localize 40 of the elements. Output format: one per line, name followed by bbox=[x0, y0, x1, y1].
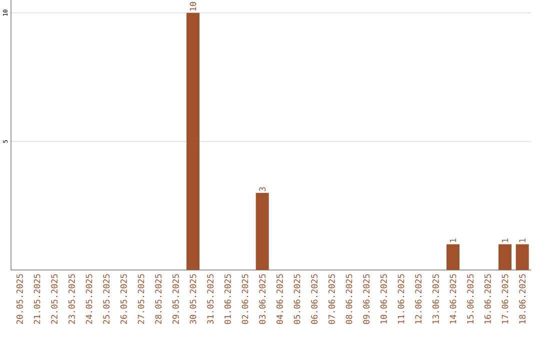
x-tick-label: 23.05.2025 bbox=[68, 274, 75, 324]
bar bbox=[186, 12, 200, 270]
bar bbox=[498, 244, 512, 270]
x-tick-label: 10.06.2025 bbox=[380, 274, 387, 324]
x-tick-label: 15.06.2025 bbox=[467, 274, 474, 324]
x-tick-label: 09.06.2025 bbox=[363, 274, 370, 324]
x-tick-label: 29.05.2025 bbox=[172, 274, 179, 324]
x-tick-label: 16.06.2025 bbox=[484, 274, 491, 324]
x-tick-label: 11.06.2025 bbox=[398, 274, 404, 324]
x-tick-label: 06.06.2025 bbox=[311, 274, 318, 324]
x-tick-label: 12.06.2025 bbox=[415, 274, 422, 324]
x-tick-label: 14.06.2025 bbox=[450, 274, 456, 324]
x-tick-label: 30.05.2025 bbox=[190, 274, 196, 324]
x-tick-label: 17.06.2025 bbox=[502, 274, 508, 324]
x-tick-label: 26.05.2025 bbox=[120, 274, 127, 324]
x-tick-label: 22.05.2025 bbox=[51, 274, 58, 324]
x-tick-label: 24.05.2025 bbox=[86, 274, 92, 324]
x-tick-label: 03.06.2025 bbox=[259, 274, 266, 324]
bar bbox=[256, 192, 269, 270]
data-label: 1 bbox=[519, 238, 526, 242]
x-tick-label: 18.06.2025 bbox=[519, 274, 526, 324]
x-tick-label: 04.06.2025 bbox=[276, 274, 283, 324]
x-tick-label: 20.05.2025 bbox=[16, 274, 23, 324]
x-tick-label: 31.05.2025 bbox=[207, 274, 214, 324]
data-label: 1 bbox=[450, 238, 456, 242]
data-label: 3 bbox=[259, 187, 266, 192]
x-tick-label: 01.06.2025 bbox=[224, 274, 231, 324]
x-tick-label: 25.05.2025 bbox=[103, 274, 110, 324]
x-tick-label: 07.06.2025 bbox=[328, 274, 335, 324]
bar bbox=[516, 244, 529, 270]
x-tick-label: 08.06.2025 bbox=[346, 274, 352, 324]
x-tick-label: 28.05.2025 bbox=[155, 274, 162, 324]
x-tick-label: 05.06.2025 bbox=[294, 274, 300, 324]
bar bbox=[446, 244, 460, 270]
x-tick-label: 13.06.2025 bbox=[432, 274, 439, 324]
x-tick-label: 27.05.2025 bbox=[138, 274, 144, 324]
data-label: 10 bbox=[190, 2, 196, 11]
x-tick-label: 02.06.2025 bbox=[242, 274, 248, 324]
x-tick-label: 21.05.2025 bbox=[34, 274, 40, 324]
data-label: 1 bbox=[502, 238, 508, 242]
